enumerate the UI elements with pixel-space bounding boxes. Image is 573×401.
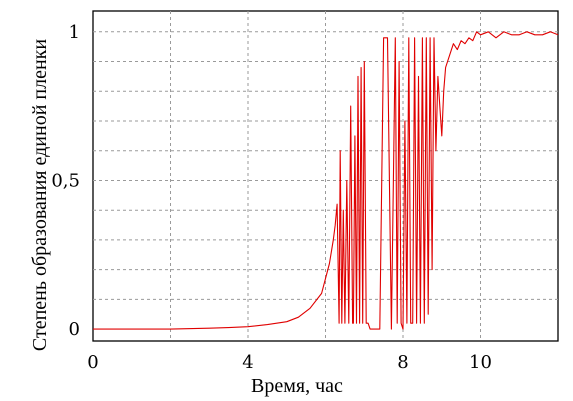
y-tick-label: 0,5 xyxy=(51,170,80,191)
x-tick-label: 10 xyxy=(469,352,492,373)
x-tick-label: 0 xyxy=(87,352,98,373)
y-tick-label: 1 xyxy=(69,22,80,43)
x-tick-labels: 0 4 8 10 xyxy=(87,352,492,373)
x-axis-title: Время, час xyxy=(251,375,343,397)
x-tick-label: 4 xyxy=(242,352,253,373)
y-tick-labels: 00,51 xyxy=(51,22,80,340)
y-tick-label: 0 xyxy=(69,319,80,340)
y-axis-title: Степень образования единой пленки xyxy=(29,39,51,351)
grid xyxy=(93,11,558,341)
series-layer xyxy=(93,31,559,330)
series-line-0 xyxy=(93,31,559,330)
x-tick-label: 8 xyxy=(397,352,408,373)
